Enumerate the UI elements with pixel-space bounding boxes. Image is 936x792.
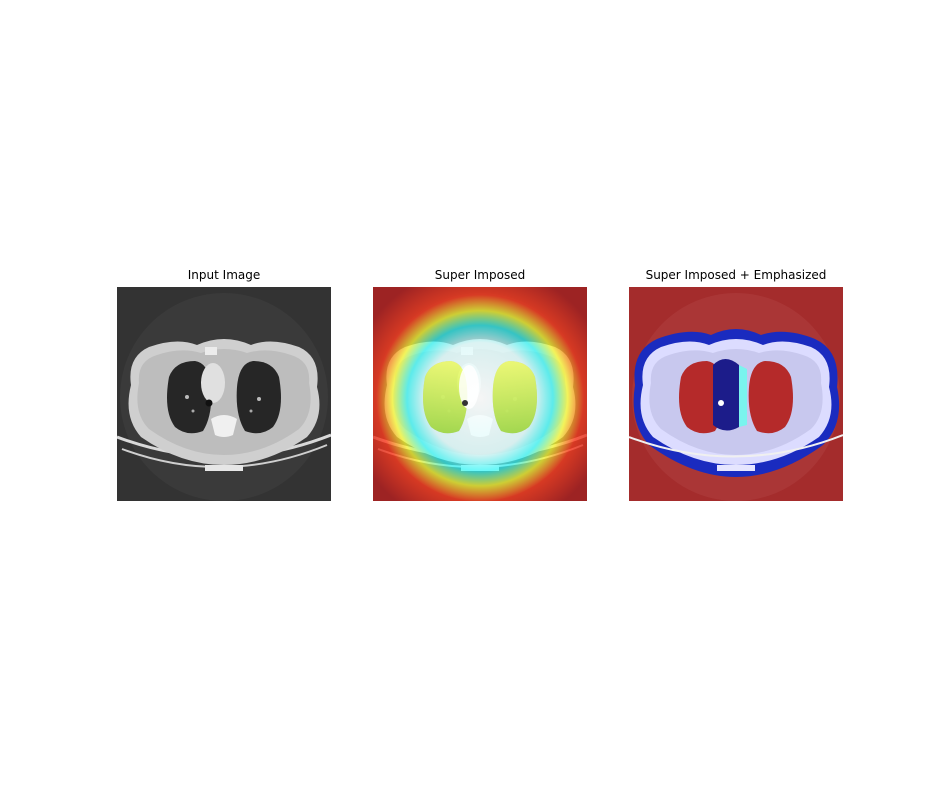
ct-emphasized-overlay-image (629, 287, 843, 501)
ct-heatmap-overlay-image (373, 287, 587, 501)
panel-title: Input Image (187, 268, 261, 282)
panel-title: Super Imposed + Emphasized (645, 268, 827, 282)
panel-title: Super Imposed (434, 268, 526, 282)
ct-input-image (117, 287, 331, 501)
